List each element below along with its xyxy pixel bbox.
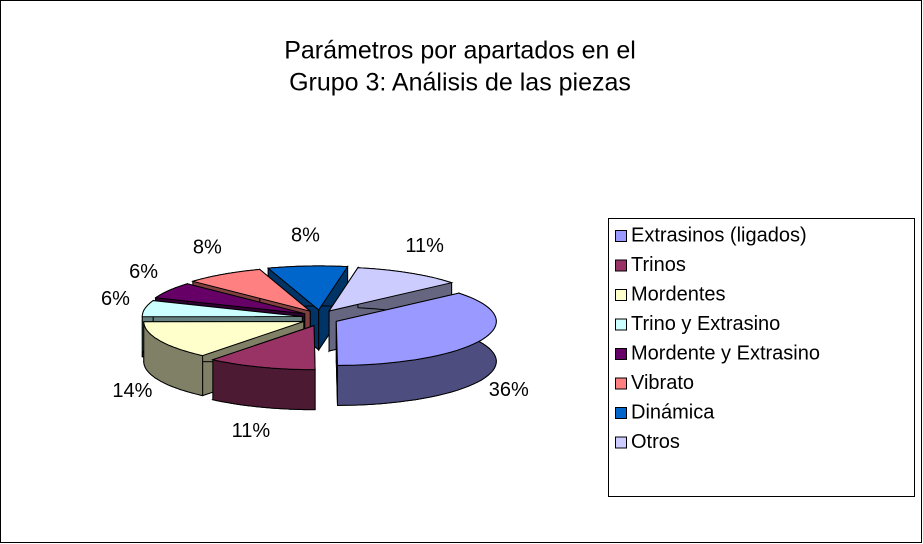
legend-swatch: [615, 348, 627, 360]
legend-swatch: [615, 436, 627, 449]
slice: [335, 292, 497, 366]
slice: [143, 321, 304, 357]
legend-label: Trinos: [631, 254, 686, 276]
legend-label: Trino y Extrasino: [631, 313, 780, 335]
legend-label: Mordente y Extrasino: [631, 342, 820, 364]
slice: [191, 268, 311, 312]
legend-swatch: [615, 230, 627, 242]
data-label: 6%: [129, 261, 158, 283]
slice: [266, 265, 349, 311]
chart-title: Parámetros por apartados en el: [284, 37, 636, 65]
data-label: 6%: [101, 288, 130, 310]
legend-swatch: [615, 259, 627, 272]
legend-label: Extrasinos (ligados): [631, 224, 807, 246]
slice: [141, 300, 303, 318]
slice: [154, 283, 305, 315]
data-label: 11%: [405, 235, 444, 257]
pie: [141, 264, 497, 411]
legend-label: Dinámica: [631, 401, 715, 423]
legend-box: [608, 218, 915, 497]
slice: [327, 267, 454, 312]
data-label: 11%: [232, 420, 271, 442]
legend-label: Mordentes: [631, 283, 726, 305]
legend-label: Vibrato: [631, 372, 694, 394]
data-label: 8%: [291, 224, 320, 246]
legend-swatch: [615, 407, 627, 419]
legend-swatch: [615, 318, 627, 331]
data-label: 8%: [193, 237, 222, 259]
slice: [211, 324, 316, 371]
chart-title: Grupo 3: Análisis de las piezas: [289, 69, 631, 97]
legend-swatch: [615, 377, 627, 390]
data-label: 36%: [489, 379, 529, 401]
data-label: 14%: [112, 380, 152, 402]
legend-label: Otros: [631, 431, 680, 453]
legend-swatch: [615, 289, 627, 301]
